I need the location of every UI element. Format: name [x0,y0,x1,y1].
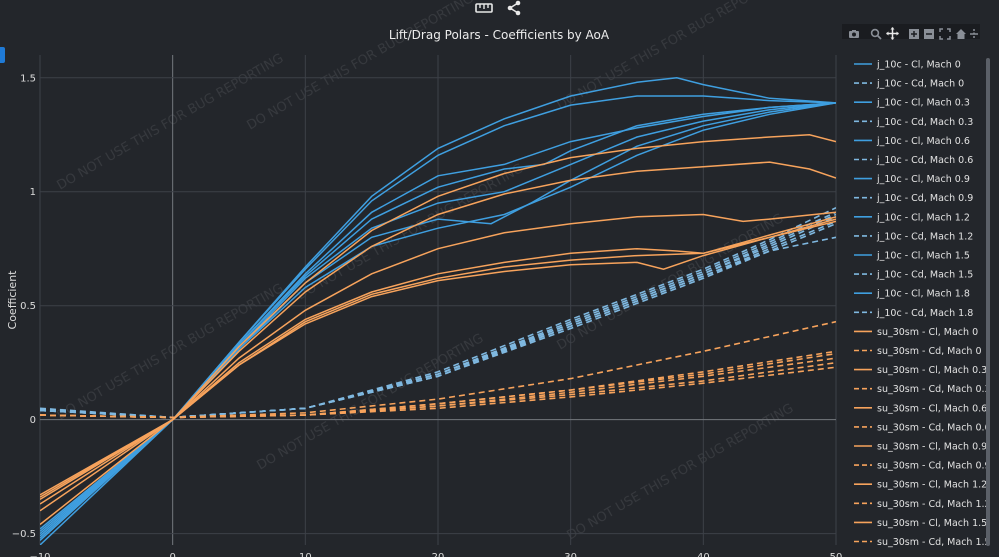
legend-scrollbar[interactable] [986,58,990,546]
x-axis: −10 0 10 20 30 40 50 [29,552,842,557]
legend-item[interactable]: su_30sm - Cl, Mach 1.2 [854,480,987,491]
legend-label: su_30sm - Cl, Mach 1.5 [877,518,987,529]
y-tick-label: 1.5 [20,73,36,84]
legend-item[interactable]: su_30sm - Cd, Mach 0.6 [854,422,991,433]
legend-label: su_30sm - Cd, Mach 1.5 [877,537,991,548]
legend-item[interactable]: su_30sm - Cl, Mach 0.6 [854,403,987,414]
series-line-14[interactable] [40,134,836,526]
legend-label: su_30sm - Cd, Mach 0.3 [877,384,991,395]
legend-scrollbar-thumb[interactable] [986,58,990,546]
legend-label: j_10c - Cd, Mach 0.3 [876,117,973,128]
legend-item[interactable]: j_10c - Cl, Mach 1.8 [854,289,970,300]
legend-label: j_10c - Cd, Mach 1.2 [876,231,973,242]
x-tick-label: 10 [299,552,312,557]
zoom-in-icon[interactable] [908,25,920,44]
legend-label: su_30sm - Cl, Mach 0.3 [877,365,987,376]
side-accent-tab[interactable] [0,47,5,63]
legend-item[interactable]: j_10c - Cd, Mach 1.8 [854,308,973,319]
chart-modebar [842,24,980,40]
y-axis: −0.5 0 0.5 1 1.5 [12,73,36,540]
watermark-layer: DO NOT USE THIS FOR BUG REPORTING DO NOT … [55,0,797,543]
legend-label: su_30sm - Cd, Mach 0.6 [877,422,991,433]
series-line-25[interactable] [40,366,836,419]
zoom-icon[interactable] [870,25,882,44]
legend-item[interactable]: j_10c - Cd, Mach 1.5 [854,270,973,281]
series-line-16[interactable] [40,161,836,512]
legend-label: su_30sm - Cl, Mach 0 [877,327,978,338]
y-tick-label: −0.5 [12,529,36,540]
legend-item[interactable]: j_10c - Cl, Mach 0.6 [854,136,970,147]
y-tick-label: 0 [30,415,36,426]
x-tick-label: 0 [169,552,175,557]
legend-item[interactable]: j_10c - Cl, Mach 1.2 [854,212,970,223]
legend-label: su_30sm - Cd, Mach 0.9 [877,461,991,472]
x-tick-label: 20 [432,552,445,557]
legend-item[interactable]: j_10c - Cd, Mach 0.9 [854,193,973,204]
series-line-2[interactable] [40,95,836,541]
autoscale-icon[interactable] [939,25,951,44]
legend-item[interactable]: j_10c - Cl, Mach 0.9 [854,174,970,185]
y-tick-label: 1 [30,187,36,198]
legend-label: su_30sm - Cd, Mach 1.2 [877,499,991,510]
home-icon[interactable] [955,25,967,44]
legend-item[interactable]: j_10c - Cl, Mach 0.3 [854,98,970,109]
legend-label: j_10c - Cl, Mach 0 [876,60,961,71]
legend-label: j_10c - Cl, Mach 1.5 [876,251,970,262]
legend-item[interactable]: su_30sm - Cl, Mach 0 [854,327,978,338]
series-layer[interactable] [40,77,836,545]
spike-lines-icon[interactable] [969,25,979,44]
legend-label: su_30sm - Cd, Mach 0 [877,346,982,357]
legend-label: j_10c - Cl, Mach 1.8 [876,289,970,300]
legend-item[interactable]: su_30sm - Cd, Mach 0 [854,346,982,357]
chart-title: Lift/Drag Polars - Coefficients by AoA [389,28,610,42]
legend-item[interactable]: j_10c - Cl, Mach 1.5 [854,251,970,262]
x-tick-label: 40 [697,552,710,557]
y-axis-label: Coefficient [6,270,19,330]
legend[interactable]: j_10c - Cl, Mach 0 j_10c - Cd, Mach 0 j_10… [854,60,991,549]
series-line-24[interactable] [40,218,836,496]
legend-item[interactable]: j_10c - Cd, Mach 1.2 [854,231,973,242]
watermark-text: DO NOT USE THIS FOR BUG REPORTING [565,401,797,543]
x-tick-label: 50 [830,552,843,557]
legend-item[interactable]: su_30sm - Cd, Mach 0.3 [854,384,991,395]
legend-item[interactable]: su_30sm - Cl, Mach 0.9 [854,442,987,453]
legend-item[interactable]: j_10c - Cd, Mach 0.6 [854,155,973,166]
zoom-out-icon[interactable] [923,25,935,44]
legend-item[interactable]: su_30sm - Cl, Mach 0.3 [854,365,987,376]
camera-icon[interactable] [848,25,860,44]
x-tick-label: −10 [29,552,50,557]
legend-item[interactable]: su_30sm - Cd, Mach 1.5 [854,537,991,548]
x-tick-label: 30 [564,552,577,557]
legend-label: j_10c - Cd, Mach 0.6 [876,155,973,166]
legend-label: j_10c - Cd, Mach 1.8 [876,308,973,319]
series-line-12[interactable] [40,102,836,530]
legend-label: j_10c - Cl, Mach 0.9 [876,174,970,185]
legend-label: j_10c - Cl, Mach 0.6 [876,136,970,147]
legend-item[interactable]: su_30sm - Cd, Mach 0.9 [854,461,991,472]
pan-icon[interactable] [886,25,899,44]
ruler-icon[interactable] [475,0,493,19]
series-line-18[interactable] [40,211,836,505]
series-line-6[interactable] [40,102,836,537]
watermark-text: DO NOT USE THIS FOR BUG REPORTING [55,281,287,423]
legend-label: j_10c - Cl, Mach 1.2 [876,212,970,223]
legend-label: j_10c - Cd, Mach 0.9 [876,193,973,204]
share-icon[interactable] [506,0,522,20]
legend-label: j_10c - Cl, Mach 0.3 [876,98,970,109]
legend-item[interactable]: su_30sm - Cd, Mach 1.2 [854,499,991,510]
legend-item[interactable]: j_10c - Cd, Mach 0 [854,79,964,90]
y-tick-label: 0.5 [20,301,36,312]
legend-label: su_30sm - Cl, Mach 0.9 [877,442,987,453]
legend-item[interactable]: j_10c - Cd, Mach 0.3 [854,117,973,128]
legend-label: j_10c - Cd, Mach 1.5 [876,270,973,281]
legend-item[interactable]: su_30sm - Cl, Mach 1.5 [854,518,987,529]
page-toolbar [470,0,530,16]
legend-label: su_30sm - Cl, Mach 1.2 [877,480,987,491]
legend-item[interactable]: j_10c - Cl, Mach 0 [854,60,961,71]
legend-label: j_10c - Cd, Mach 0 [876,79,964,90]
legend-label: su_30sm - Cl, Mach 0.6 [877,403,987,414]
